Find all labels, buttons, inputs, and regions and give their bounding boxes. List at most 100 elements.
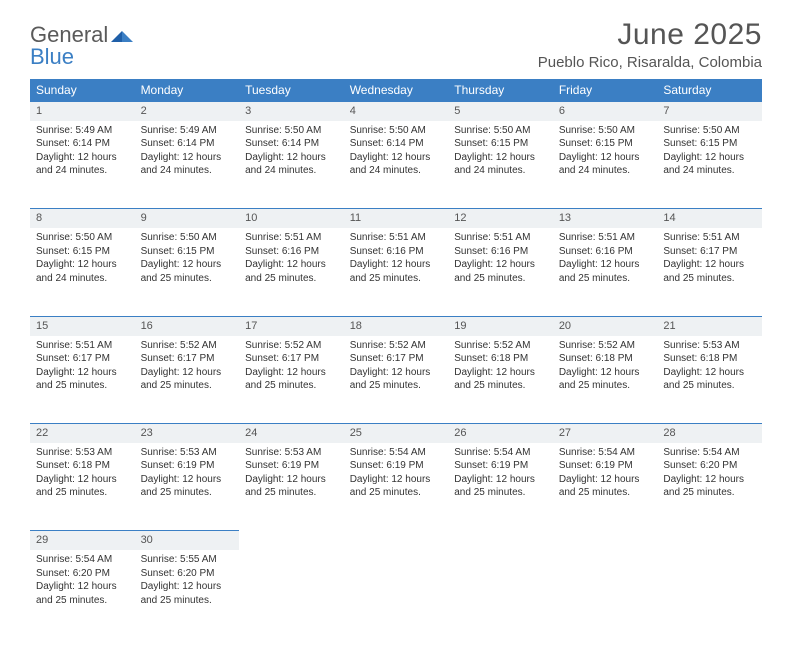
day-number-cell: 25: [344, 424, 449, 443]
day-number-cell: 3: [239, 102, 344, 121]
daylight-line: Daylight: 12 hours and 24 minutes.: [350, 151, 443, 178]
daylight-line: Daylight: 12 hours and 25 minutes.: [141, 258, 234, 285]
page-title: June 2025: [538, 18, 762, 52]
day-number-cell: 5: [448, 102, 553, 121]
day-number-cell: 9: [135, 209, 240, 228]
sunset-line: Sunset: 6:18 PM: [559, 352, 652, 366]
day-number-cell: 27: [553, 424, 658, 443]
sunset-line: Sunset: 6:19 PM: [245, 459, 338, 473]
day-cell: Sunrise: 5:49 AMSunset: 6:14 PMDaylight:…: [135, 121, 240, 209]
day-cell: Sunrise: 5:54 AMSunset: 6:20 PMDaylight:…: [30, 550, 135, 638]
sunset-line: Sunset: 6:16 PM: [559, 245, 652, 259]
day-cell: Sunrise: 5:52 AMSunset: 6:17 PMDaylight:…: [344, 336, 449, 424]
day-number-cell: [657, 531, 762, 550]
day-cell: Sunrise: 5:51 AMSunset: 6:16 PMDaylight:…: [448, 228, 553, 316]
day-cell: Sunrise: 5:49 AMSunset: 6:14 PMDaylight:…: [30, 121, 135, 209]
day-cell: Sunrise: 5:53 AMSunset: 6:18 PMDaylight:…: [657, 336, 762, 424]
day-cell: Sunrise: 5:54 AMSunset: 6:19 PMDaylight:…: [553, 443, 658, 531]
day-cell: [344, 550, 449, 638]
weekday-header-row: Sunday Monday Tuesday Wednesday Thursday…: [30, 79, 762, 102]
day-cell: Sunrise: 5:54 AMSunset: 6:19 PMDaylight:…: [448, 443, 553, 531]
daylight-line: Daylight: 12 hours and 25 minutes.: [454, 366, 547, 393]
week-row: Sunrise: 5:53 AMSunset: 6:18 PMDaylight:…: [30, 443, 762, 531]
daylight-line: Daylight: 12 hours and 25 minutes.: [350, 473, 443, 500]
day-number-cell: 13: [553, 209, 658, 228]
sunset-line: Sunset: 6:17 PM: [36, 352, 129, 366]
daylight-line: Daylight: 12 hours and 25 minutes.: [663, 258, 756, 285]
day-number-cell: [553, 531, 658, 550]
sunset-line: Sunset: 6:20 PM: [36, 567, 129, 581]
day-cell: [448, 550, 553, 638]
daylight-line: Daylight: 12 hours and 25 minutes.: [36, 580, 129, 607]
day-cell: Sunrise: 5:52 AMSunset: 6:18 PMDaylight:…: [553, 336, 658, 424]
daynum-row: 2930: [30, 531, 762, 550]
day-number-cell: 18: [344, 316, 449, 335]
sunset-line: Sunset: 6:17 PM: [663, 245, 756, 259]
sunset-line: Sunset: 6:17 PM: [245, 352, 338, 366]
daylight-line: Daylight: 12 hours and 25 minutes.: [36, 473, 129, 500]
calendar-page: GeneralBlue June 2025 Pueblo Rico, Risar…: [0, 0, 792, 658]
sunset-line: Sunset: 6:18 PM: [663, 352, 756, 366]
day-cell: Sunrise: 5:53 AMSunset: 6:19 PMDaylight:…: [135, 443, 240, 531]
daylight-line: Daylight: 12 hours and 25 minutes.: [454, 258, 547, 285]
sunrise-line: Sunrise: 5:53 AM: [663, 339, 756, 353]
day-cell: Sunrise: 5:53 AMSunset: 6:18 PMDaylight:…: [30, 443, 135, 531]
sunrise-line: Sunrise: 5:52 AM: [454, 339, 547, 353]
sunrise-line: Sunrise: 5:50 AM: [663, 124, 756, 138]
sunrise-line: Sunrise: 5:50 AM: [36, 231, 129, 245]
day-number-cell: 15: [30, 316, 135, 335]
sunset-line: Sunset: 6:16 PM: [454, 245, 547, 259]
sunrise-line: Sunrise: 5:54 AM: [559, 446, 652, 460]
sunset-line: Sunset: 6:15 PM: [141, 245, 234, 259]
brand-name2: Blue: [30, 44, 74, 69]
daylight-line: Daylight: 12 hours and 25 minutes.: [559, 473, 652, 500]
sunset-line: Sunset: 6:19 PM: [454, 459, 547, 473]
daylight-line: Daylight: 12 hours and 25 minutes.: [559, 258, 652, 285]
day-cell: Sunrise: 5:51 AMSunset: 6:16 PMDaylight:…: [344, 228, 449, 316]
sunrise-line: Sunrise: 5:50 AM: [141, 231, 234, 245]
sunset-line: Sunset: 6:18 PM: [36, 459, 129, 473]
sunrise-line: Sunrise: 5:51 AM: [245, 231, 338, 245]
day-cell: Sunrise: 5:50 AMSunset: 6:15 PMDaylight:…: [553, 121, 658, 209]
sunrise-line: Sunrise: 5:50 AM: [245, 124, 338, 138]
sunrise-line: Sunrise: 5:54 AM: [663, 446, 756, 460]
day-number-cell: 14: [657, 209, 762, 228]
daylight-line: Daylight: 12 hours and 25 minutes.: [663, 473, 756, 500]
daylight-line: Daylight: 12 hours and 25 minutes.: [245, 473, 338, 500]
day-number-cell: 23: [135, 424, 240, 443]
day-cell: [553, 550, 658, 638]
daynum-row: 891011121314: [30, 209, 762, 228]
sunrise-line: Sunrise: 5:52 AM: [350, 339, 443, 353]
col-sun: Sunday: [30, 79, 135, 102]
sunrise-line: Sunrise: 5:54 AM: [36, 553, 129, 567]
sunrise-line: Sunrise: 5:51 AM: [663, 231, 756, 245]
day-number-cell: [448, 531, 553, 550]
daylight-line: Daylight: 12 hours and 24 minutes.: [454, 151, 547, 178]
sunset-line: Sunset: 6:14 PM: [350, 137, 443, 151]
sunrise-line: Sunrise: 5:54 AM: [454, 446, 547, 460]
day-number-cell: 21: [657, 316, 762, 335]
day-cell: Sunrise: 5:52 AMSunset: 6:17 PMDaylight:…: [239, 336, 344, 424]
daynum-row: 1234567: [30, 102, 762, 121]
calendar-table: Sunday Monday Tuesday Wednesday Thursday…: [30, 79, 762, 638]
daynum-row: 15161718192021: [30, 316, 762, 335]
day-cell: Sunrise: 5:51 AMSunset: 6:16 PMDaylight:…: [553, 228, 658, 316]
sunset-line: Sunset: 6:16 PM: [350, 245, 443, 259]
sunrise-line: Sunrise: 5:49 AM: [36, 124, 129, 138]
daynum-row: 22232425262728: [30, 424, 762, 443]
header-row: GeneralBlue June 2025 Pueblo Rico, Risar…: [30, 18, 762, 71]
daylight-line: Daylight: 12 hours and 25 minutes.: [36, 366, 129, 393]
day-number-cell: 16: [135, 316, 240, 335]
day-number-cell: 17: [239, 316, 344, 335]
week-row: Sunrise: 5:50 AMSunset: 6:15 PMDaylight:…: [30, 228, 762, 316]
day-number-cell: 7: [657, 102, 762, 121]
sunset-line: Sunset: 6:15 PM: [454, 137, 547, 151]
week-row: Sunrise: 5:54 AMSunset: 6:20 PMDaylight:…: [30, 550, 762, 638]
day-cell: Sunrise: 5:54 AMSunset: 6:20 PMDaylight:…: [657, 443, 762, 531]
calendar-body: 1234567Sunrise: 5:49 AMSunset: 6:14 PMDa…: [30, 102, 762, 639]
day-number-cell: 22: [30, 424, 135, 443]
sunset-line: Sunset: 6:17 PM: [350, 352, 443, 366]
sunset-line: Sunset: 6:14 PM: [141, 137, 234, 151]
sunset-line: Sunset: 6:15 PM: [559, 137, 652, 151]
day-cell: Sunrise: 5:55 AMSunset: 6:20 PMDaylight:…: [135, 550, 240, 638]
